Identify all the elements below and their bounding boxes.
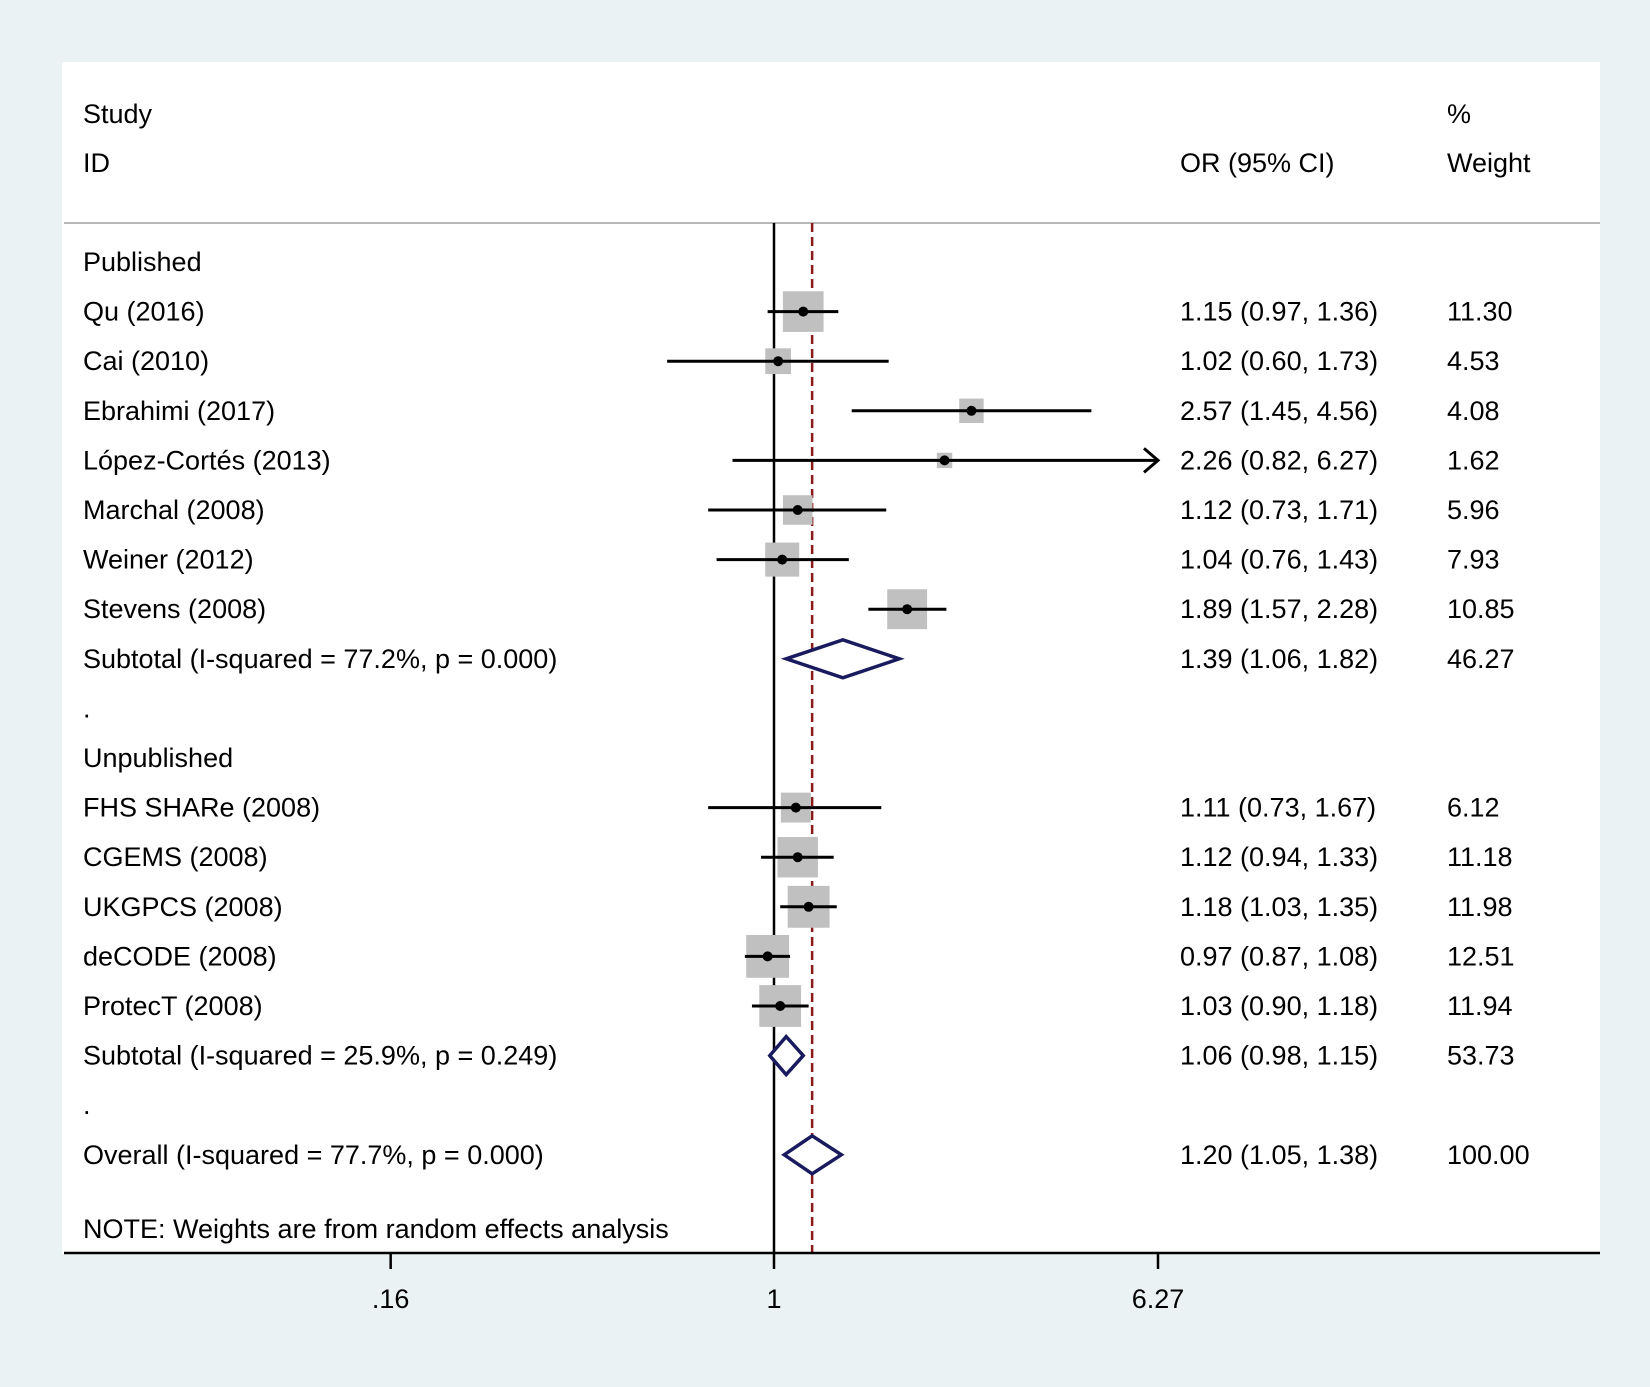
study-label: Qu (2016) <box>83 297 205 327</box>
ci-text: 1.39 (1.06, 1.82) <box>1180 644 1378 674</box>
weight-text: 11.98 <box>1447 892 1513 922</box>
point-estimate <box>939 455 950 466</box>
study-label: FHS SHARe (2008) <box>83 793 320 823</box>
row-spacer: . <box>83 693 91 723</box>
row-study: Marchal (2008) 1.12 (0.73, 1.71) 5.96 <box>83 495 1500 525</box>
ci-text: 0.97 (0.87, 1.08) <box>1180 941 1378 971</box>
ci-text: 1.89 (1.57, 2.28) <box>1180 594 1378 624</box>
header-id: ID <box>83 148 110 178</box>
row-study: Qu (2016) 1.15 (0.97, 1.36) 11.30 <box>83 291 1513 332</box>
weight-text: 10.85 <box>1447 594 1515 624</box>
weight-text: 11.30 <box>1447 297 1513 327</box>
pooled-diamond <box>781 1133 845 1176</box>
study-label: Stevens (2008) <box>83 594 266 624</box>
point-estimate <box>790 802 801 813</box>
ci-text: 1.03 (0.90, 1.18) <box>1180 991 1378 1021</box>
row-study: UKGPCS (2008) 1.18 (1.03, 1.35) 11.98 <box>83 885 1513 928</box>
weight-text: 4.08 <box>1447 396 1500 426</box>
overall-label: Overall (I-squared = 77.7%, p = 0.000) <box>83 1140 544 1170</box>
study-label: deCODE (2008) <box>83 941 277 971</box>
ci-text: 1.12 (0.73, 1.71) <box>1180 495 1378 525</box>
study-label: ProtecT (2008) <box>83 991 263 1021</box>
ci-text: 1.18 (1.03, 1.35) <box>1180 892 1378 922</box>
weight-text: 7.93 <box>1447 545 1500 575</box>
point-estimate <box>798 306 809 317</box>
study-label: Weiner (2012) <box>83 545 254 575</box>
point-estimate <box>792 852 803 863</box>
weight-text: 46.27 <box>1447 644 1515 674</box>
row-group: Unpublished <box>83 743 233 773</box>
point-estimate <box>902 604 913 615</box>
row-study: López-Cortés (2013) 2.26 (0.82, 6.27) 1.62 <box>83 445 1500 475</box>
row-study: ProtecT (2008) 1.03 (0.90, 1.18) 11.94 <box>83 985 1513 1027</box>
row-spacer: . <box>83 1090 91 1120</box>
weight-text: 4.53 <box>1447 346 1500 376</box>
row-subtotal: Subtotal (I-squared = 25.9%, p = 0.249) 1… <box>83 1033 1515 1078</box>
row-study: Ebrahimi (2017) 2.57 (1.45, 4.56) 4.08 <box>83 396 1500 426</box>
point-estimate <box>792 505 803 515</box>
ci-text: 1.12 (0.94, 1.33) <box>1180 842 1378 872</box>
ci-text: 1.06 (0.98, 1.15) <box>1180 1041 1378 1071</box>
ci-arrow <box>1143 447 1161 474</box>
row-group: Published <box>83 247 202 277</box>
ci-text: 1.04 (0.76, 1.43) <box>1180 545 1378 575</box>
study-rows: Published Qu (2016) 1.15 (0.97, 1.36) 11.30… <box>83 247 1530 1176</box>
study-label: Marchal (2008) <box>83 495 265 525</box>
row-overall: Overall (I-squared = 77.7%, p = 0.000) 1.… <box>83 1133 1530 1176</box>
header-study: Study <box>83 99 153 129</box>
header-weight: Weight <box>1447 148 1531 178</box>
ci-text: 1.02 (0.60, 1.73) <box>1180 346 1378 376</box>
row-study: FHS SHARe (2008) 1.11 (0.73, 1.67) 6.12 <box>83 793 1500 823</box>
x-tick-label: .16 <box>372 1284 410 1314</box>
group-label: Published <box>83 247 202 277</box>
point-estimate <box>777 554 788 565</box>
spacer-label: . <box>83 693 91 723</box>
ci-text: 1.15 (0.97, 1.36) <box>1180 297 1378 327</box>
pooled-diamond <box>767 1033 806 1078</box>
group-label: Unpublished <box>83 743 233 773</box>
subtotal-label: Subtotal (I-squared = 77.2%, p = 0.000) <box>83 644 557 674</box>
weight-text: 11.18 <box>1447 842 1513 872</box>
x-tick-label: 1 <box>766 1284 781 1314</box>
row-study: CGEMS (2008) 1.12 (0.94, 1.33) 11.18 <box>83 836 1513 878</box>
weights-note: NOTE: Weights are from random effects an… <box>83 1214 669 1244</box>
ci-text: 2.26 (0.82, 6.27) <box>1180 445 1378 475</box>
study-label: Ebrahimi (2017) <box>83 396 275 426</box>
ci-text: 2.57 (1.45, 4.56) <box>1180 396 1378 426</box>
ci-text: 1.11 (0.73, 1.67) <box>1180 793 1376 823</box>
weight-text: 5.96 <box>1447 495 1500 525</box>
row-study: Stevens (2008) 1.89 (1.57, 2.28) 10.85 <box>83 589 1515 630</box>
plot-marks <box>772 223 814 1253</box>
row-study: Cai (2010) 1.02 (0.60, 1.73) 4.53 <box>83 346 1500 376</box>
x-tick-label: 6.27 <box>1132 1284 1185 1314</box>
study-label: López-Cortés (2013) <box>83 445 331 475</box>
spacer-label: . <box>83 1090 91 1120</box>
weight-text: 6.12 <box>1447 793 1500 823</box>
point-estimate <box>773 356 784 367</box>
study-label: CGEMS (2008) <box>83 842 268 872</box>
point-estimate <box>966 405 977 416</box>
weight-text: 1.62 <box>1447 445 1500 475</box>
row-subtotal: Subtotal (I-squared = 77.2%, p = 0.000) 1… <box>83 637 1515 680</box>
weight-text: 53.73 <box>1447 1041 1515 1071</box>
row-study: deCODE (2008) 0.97 (0.87, 1.08) 12.51 <box>83 935 1515 978</box>
point-estimate <box>775 1001 786 1011</box>
study-label: Cai (2010) <box>83 346 209 376</box>
weight-text: 12.51 <box>1447 941 1515 971</box>
ci-text: 1.20 (1.05, 1.38) <box>1180 1140 1378 1170</box>
pooled-diamond <box>780 637 905 680</box>
header-estimate: OR (95% CI) <box>1180 148 1335 178</box>
weight-text: 11.94 <box>1447 991 1513 1021</box>
subtotal-label: Subtotal (I-squared = 25.9%, p = 0.249) <box>83 1041 557 1071</box>
study-label: UKGPCS (2008) <box>83 892 283 922</box>
point-estimate <box>762 951 773 962</box>
row-study: Weiner (2012) 1.04 (0.76, 1.43) 7.93 <box>83 542 1500 577</box>
header-weight-percent: % <box>1447 99 1471 129</box>
point-estimate <box>803 901 814 912</box>
weight-text: 100.00 <box>1447 1140 1530 1170</box>
x-axis-ticks: .16 1 6.27 <box>372 1253 1184 1314</box>
